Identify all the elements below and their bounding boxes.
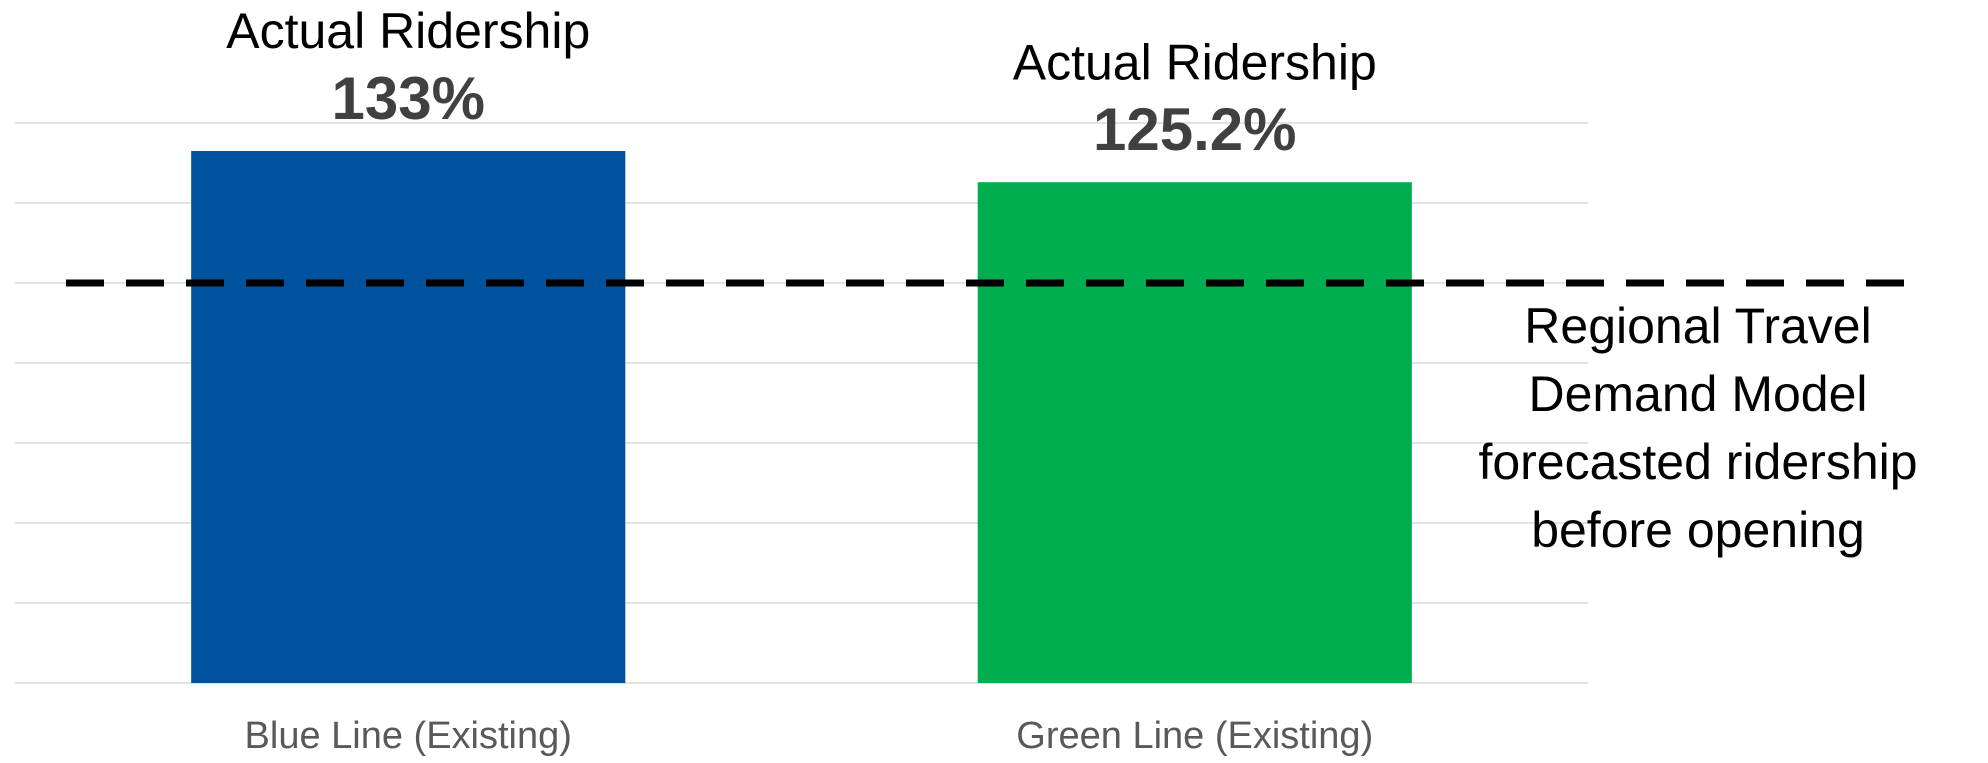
x-tick-label: Blue Line (Existing): [245, 715, 572, 757]
reference-label: before opening: [1531, 502, 1865, 558]
bar: [191, 151, 626, 683]
reference-label: Regional Travel: [1524, 298, 1871, 354]
bar-annotation: Actual Ridership: [1013, 34, 1377, 90]
data-label: 125.2%: [1093, 96, 1297, 163]
bar: [977, 182, 1412, 683]
reference-label: Demand Model: [1528, 366, 1867, 422]
bar-annotation: Actual Ridership: [226, 3, 590, 59]
data-label: 133%: [332, 65, 485, 132]
x-tick-label: Green Line (Existing): [1016, 715, 1373, 757]
reference-label: forecasted ridership: [1478, 434, 1917, 490]
